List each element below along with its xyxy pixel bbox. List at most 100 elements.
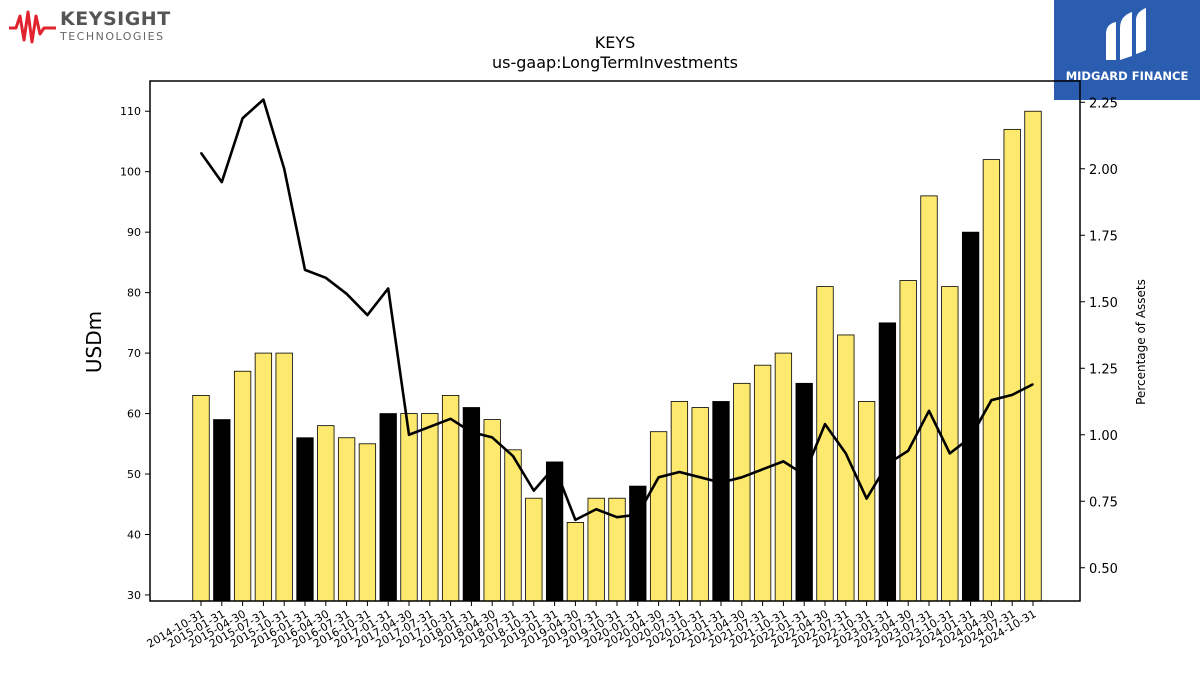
pct-point <box>408 433 410 436</box>
bar <box>504 449 522 602</box>
bar <box>192 395 210 602</box>
pct-point <box>283 167 286 170</box>
midgard-brand-name: MIDGARD FINANCE <box>1065 69 1189 83</box>
y2-tick-label: 2.00 <box>1089 163 1118 178</box>
chart-subtitle: us-gaap:LongTermInvestments <box>492 53 738 72</box>
pct-point <box>969 436 972 439</box>
y-tick-label: 70 <box>127 347 141 360</box>
pct-point <box>345 292 348 295</box>
chart-title: KEYS <box>595 33 636 52</box>
bar <box>337 437 356 602</box>
pct-point <box>533 489 535 492</box>
plot-frame <box>149 80 1081 602</box>
keysight-logo: KEYSIGHT TECHNOLOGIES <box>8 6 178 46</box>
pct-point <box>221 181 223 183</box>
pct-point <box>304 269 306 271</box>
bar <box>566 522 585 602</box>
pct-point <box>1011 394 1013 396</box>
pct-point <box>553 465 556 468</box>
bar <box>649 431 668 602</box>
pct-point <box>387 287 390 290</box>
y2-tick-label: 0.75 <box>1089 495 1118 510</box>
pct-point <box>699 476 701 479</box>
bar <box>525 497 543 602</box>
y2-tick-label: 2.25 <box>1089 96 1118 111</box>
y-tick-label: 90 <box>127 226 141 239</box>
pct-point <box>241 117 244 120</box>
pct-point <box>449 418 452 420</box>
midgard-logo: MIDGARD FINANCE <box>1054 0 1200 100</box>
pct-point <box>657 476 660 479</box>
pct-point <box>761 468 764 471</box>
bar <box>233 370 252 602</box>
bar <box>670 401 689 602</box>
emblem-left <box>1106 22 1116 60</box>
bar <box>254 352 273 602</box>
pct-point <box>616 516 618 519</box>
bar <box>421 413 439 602</box>
pct-point <box>491 436 494 439</box>
wave-path <box>9 10 56 44</box>
pct-point <box>886 463 889 465</box>
bar <box>400 413 418 602</box>
y-tick-label: 110 <box>120 105 141 118</box>
line-group <box>199 98 1034 522</box>
pct-point <box>1032 383 1034 386</box>
pct-point <box>782 460 785 463</box>
bar <box>753 364 772 602</box>
pct-point <box>429 425 431 428</box>
pct-point <box>574 519 577 521</box>
bar <box>878 322 897 602</box>
y2-tick-label: 1.25 <box>1089 362 1118 377</box>
bar <box>712 401 730 602</box>
pct-point <box>470 431 473 433</box>
bar <box>857 401 876 602</box>
pct-point <box>949 452 951 455</box>
pct-point <box>928 410 930 412</box>
keysight-brand-sub: TECHNOLOGIES <box>60 30 165 43</box>
pct-point <box>262 98 265 101</box>
y-tick-label: 40 <box>127 528 141 541</box>
bar <box>1024 110 1042 602</box>
pct-point <box>720 481 722 484</box>
bar <box>774 352 793 602</box>
axes-group: 30 40 50 60 70 80 90 100 110 0.50 0.75 1.00 1.25 1.50… <box>120 80 1118 651</box>
bar <box>462 407 481 602</box>
bar <box>795 382 813 602</box>
bar <box>1003 128 1021 602</box>
y-tick-label: 60 <box>127 408 141 421</box>
keysight-brand-name: KEYSIGHT <box>60 8 171 30</box>
y-axis-label: USDm <box>82 311 106 373</box>
midgard-emblem-icon <box>1106 8 1146 60</box>
bar <box>296 437 314 602</box>
pct-point <box>845 452 847 455</box>
y-tick-label: 80 <box>127 287 141 300</box>
pct-point <box>325 277 327 279</box>
y2-tick-label: 1.75 <box>1089 229 1118 244</box>
y-tick-label: 50 <box>127 468 141 481</box>
y-tick-label: 30 <box>127 589 141 602</box>
pct-point <box>678 471 681 473</box>
pct-point <box>865 497 868 500</box>
bar <box>213 419 231 602</box>
bar <box>816 286 834 602</box>
y2-tick-label: 1.50 <box>1089 296 1118 311</box>
bars-group <box>192 110 1042 602</box>
keysight-wave-icon <box>9 10 56 44</box>
pct-point <box>366 314 369 316</box>
bar <box>961 231 980 602</box>
pct-point <box>637 513 639 516</box>
bar <box>275 352 293 602</box>
pct-point <box>803 473 805 476</box>
bar <box>483 419 501 602</box>
bar <box>733 382 751 602</box>
emblem-mid <box>1120 12 1132 60</box>
pct-point <box>200 152 202 154</box>
pct-point <box>595 508 597 511</box>
pct-point <box>512 455 514 457</box>
pct-point <box>907 449 909 452</box>
pct-point <box>824 423 826 425</box>
pct-point <box>990 399 993 401</box>
y2-tick-label: 1.00 <box>1089 429 1118 444</box>
